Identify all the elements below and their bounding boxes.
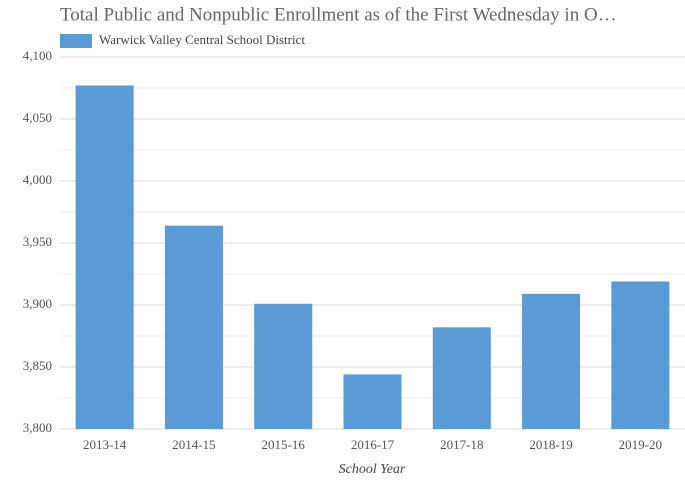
x-tick-label: 2015-16 xyxy=(262,437,306,452)
x-tick-label: 2014-15 xyxy=(172,437,215,452)
bar xyxy=(254,303,313,429)
bar xyxy=(343,374,402,429)
bar xyxy=(611,281,670,429)
chart-title: Total Public and Nonpublic Enrollment as… xyxy=(60,4,617,25)
bar xyxy=(75,85,134,430)
y-tick-label: 3,850 xyxy=(23,358,52,373)
y-tick-label: 3,800 xyxy=(23,420,52,435)
bar xyxy=(522,293,581,429)
x-tick-label: 2013-14 xyxy=(83,437,127,452)
legend-swatch xyxy=(60,34,92,48)
y-tick-label: 4,100 xyxy=(23,48,52,63)
x-tick-label: 2019-20 xyxy=(619,437,662,452)
legend-label: Warwick Valley Central School District xyxy=(99,32,305,47)
x-tick-label: 2017-18 xyxy=(440,437,483,452)
y-tick-label: 4,000 xyxy=(23,172,52,187)
x-tick-label: 2016-17 xyxy=(351,437,395,452)
bar xyxy=(432,327,491,429)
x-tick-label: 2018-19 xyxy=(529,437,572,452)
x-axis-label: School Year xyxy=(339,462,406,477)
y-tick-label: 4,050 xyxy=(23,110,52,125)
y-tick-label: 3,900 xyxy=(23,296,52,311)
y-tick-label: 3,950 xyxy=(23,234,52,249)
bar xyxy=(164,225,223,429)
